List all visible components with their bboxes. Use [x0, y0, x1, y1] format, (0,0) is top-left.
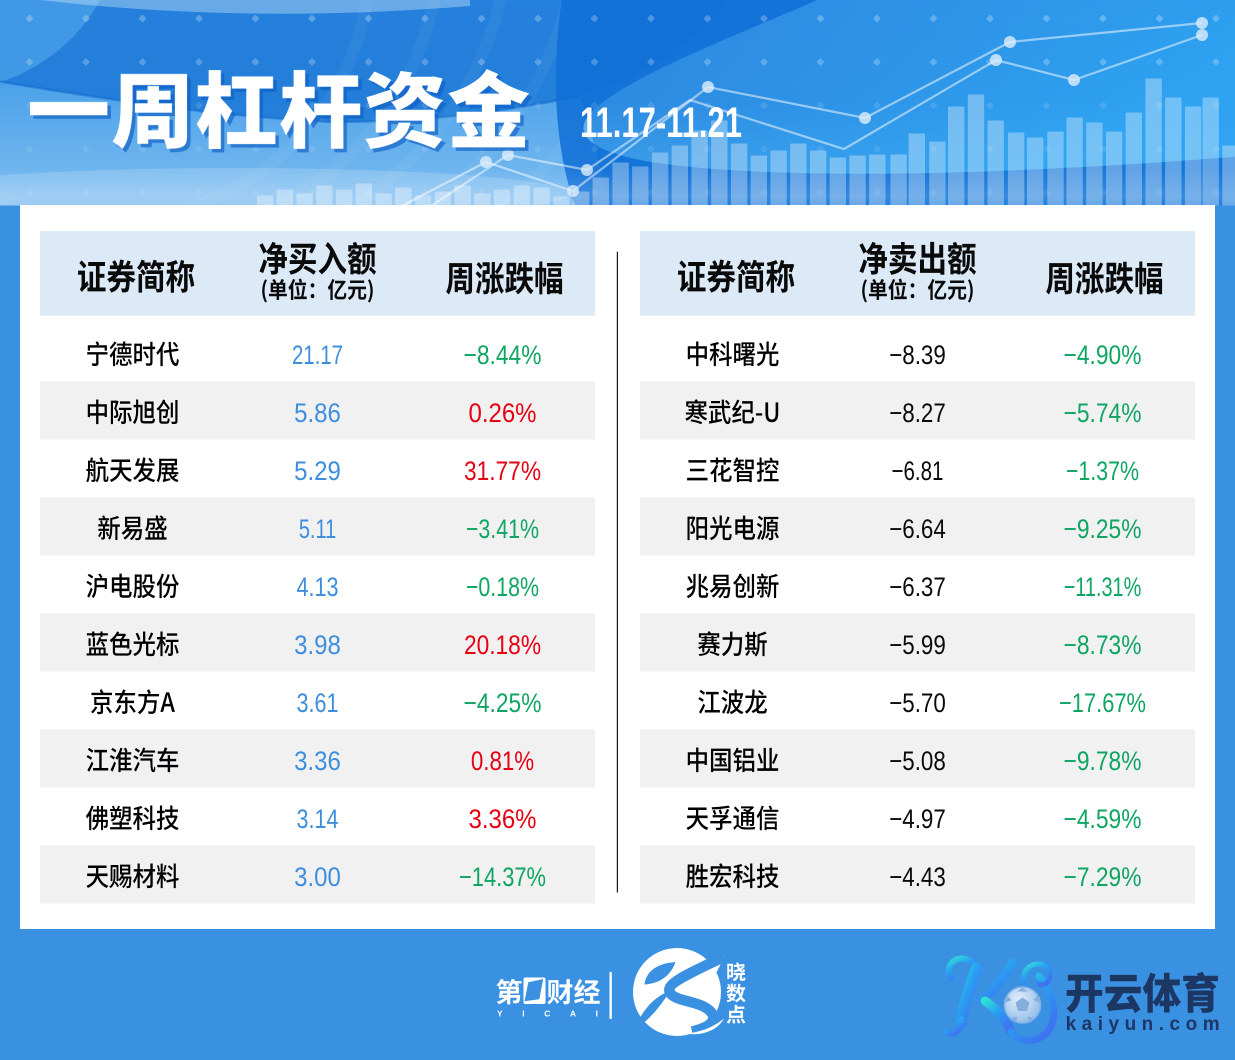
svg-text:3.61: 3.61	[297, 688, 339, 718]
svg-text:0.81%: 0.81%	[471, 746, 534, 776]
svg-text:−8.27: −8.27	[889, 398, 946, 428]
svg-text:−4.90%: −4.90%	[1064, 340, 1142, 370]
svg-text:5.29: 5.29	[294, 456, 341, 486]
svg-text:−9.78%: −9.78%	[1064, 746, 1142, 776]
svg-text:3.36%: 3.36%	[469, 804, 537, 834]
svg-text:31.77%: 31.77%	[464, 456, 541, 486]
svg-text:3.00: 3.00	[294, 862, 341, 892]
svg-text:−5.08: −5.08	[889, 746, 946, 776]
svg-text:−1.37%: −1.37%	[1066, 456, 1139, 486]
svg-text:kaiyun.com: kaiyun.com	[1066, 1014, 1220, 1035]
svg-text:−0.18%: −0.18%	[466, 572, 539, 602]
svg-text:−5.70: −5.70	[889, 688, 946, 718]
svg-text:21.17: 21.17	[292, 340, 343, 370]
svg-text:5.11: 5.11	[299, 514, 336, 544]
svg-text:−4.59%: −4.59%	[1064, 804, 1142, 834]
svg-text:−5.99: −5.99	[889, 630, 946, 660]
svg-text:−14.37%: −14.37%	[459, 862, 546, 892]
svg-text:3.14: 3.14	[297, 804, 339, 834]
svg-text:−8.73%: −8.73%	[1064, 630, 1142, 660]
svg-text:−8.44%: −8.44%	[464, 340, 542, 370]
svg-text:3.98: 3.98	[294, 630, 341, 660]
svg-text:−17.67%: −17.67%	[1059, 688, 1146, 718]
svg-text:5.86: 5.86	[294, 398, 341, 428]
svg-text:−5.74%: −5.74%	[1064, 398, 1142, 428]
svg-text:0.26%: 0.26%	[469, 398, 537, 428]
svg-text:3.36: 3.36	[294, 746, 341, 776]
svg-text:−8.39: −8.39	[889, 340, 946, 370]
svg-text:−9.25%: −9.25%	[1064, 514, 1142, 544]
svg-text:−6.81: −6.81	[892, 456, 944, 486]
svg-text:−4.97: −4.97	[889, 804, 946, 834]
svg-text:−6.37: −6.37	[889, 572, 946, 602]
svg-text:−4.43: −4.43	[889, 862, 946, 892]
svg-text:−11.31%: −11.31%	[1064, 572, 1142, 602]
svg-text:−7.29%: −7.29%	[1064, 862, 1142, 892]
svg-text:−4.25%: −4.25%	[464, 688, 542, 718]
svg-text:YICAI: YICAI	[497, 1009, 598, 1019]
svg-text:4.13: 4.13	[297, 572, 339, 602]
svg-text:20.18%: 20.18%	[464, 630, 541, 660]
svg-text:−6.64: −6.64	[889, 514, 946, 544]
svg-text:11.17-11.21: 11.17-11.21	[580, 100, 742, 147]
svg-text:−3.41%: −3.41%	[466, 514, 539, 544]
